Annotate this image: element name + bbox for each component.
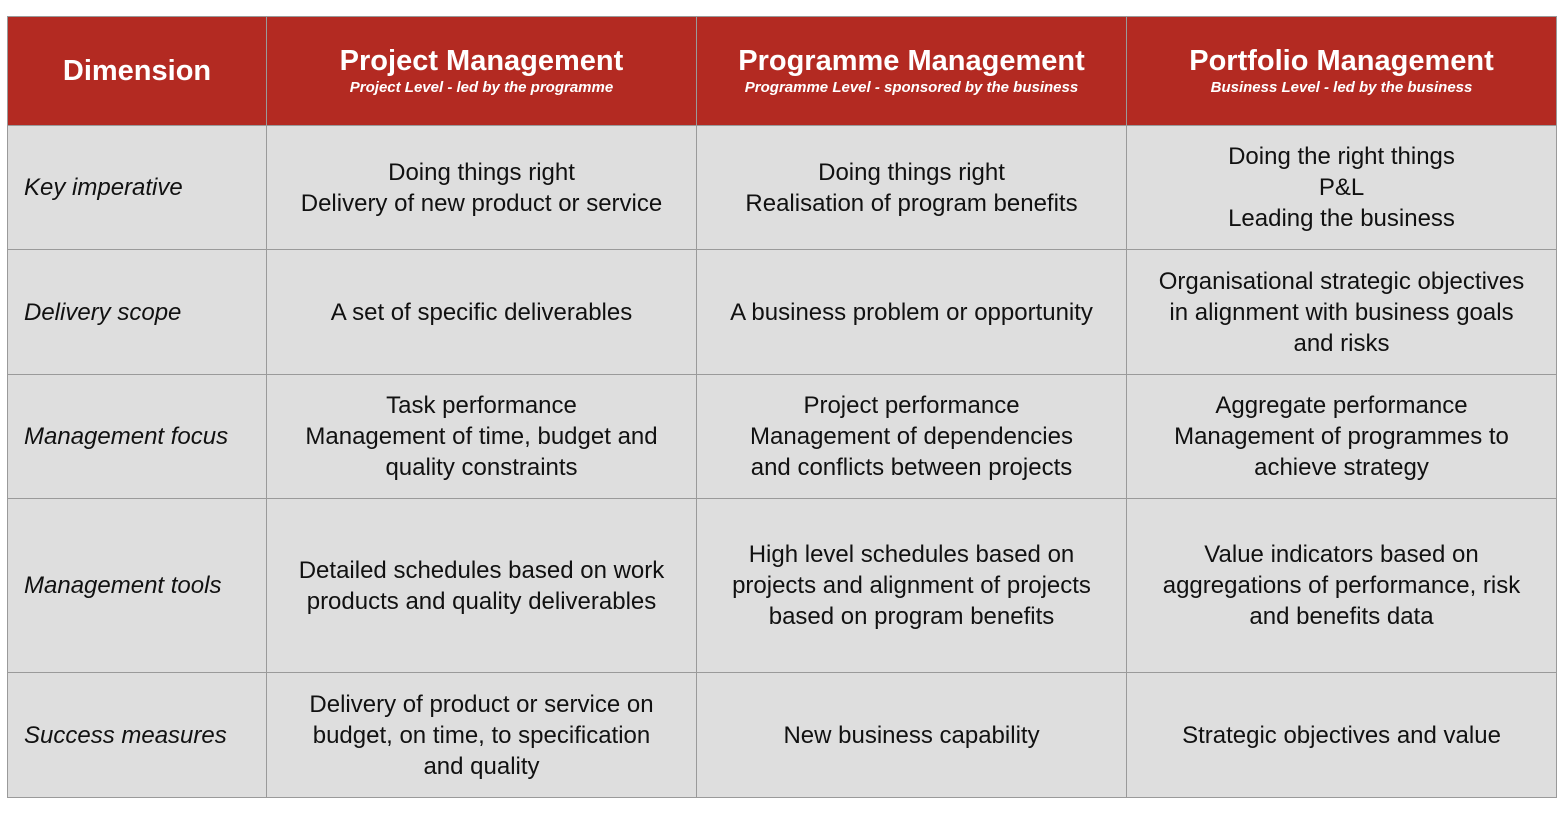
- row-dimension: Management focus: [8, 375, 267, 499]
- header-subtitle: Business Level - led by the business: [1210, 79, 1473, 96]
- cell-line: and conflicts between projects: [750, 454, 1073, 481]
- cell-line: achieve strategy: [1254, 454, 1429, 481]
- header-dimension: Dimension: [8, 17, 267, 126]
- table-cell: Value indicators based on aggregations o…: [1127, 499, 1557, 673]
- cell-line: A business problem or opportunity: [730, 298, 1093, 326]
- table-cell: Doing things right Realisation of progra…: [697, 126, 1127, 250]
- comparison-table: Dimension Project Management Project Lev…: [7, 16, 1557, 798]
- row-dimension: Success measures: [8, 673, 267, 798]
- table-cell: Organisational strategic objectives in a…: [1127, 250, 1557, 375]
- header-title: Project Management: [339, 45, 624, 77]
- table-cell: Detailed schedules based on work product…: [267, 499, 697, 673]
- table-cell: Project performance Management of depend…: [697, 375, 1127, 499]
- cell-line: Strategic objectives and value: [1182, 721, 1501, 749]
- cell-line: quality constraints: [385, 454, 578, 481]
- header-title: Portfolio Management: [1189, 45, 1494, 77]
- table-cell: Doing the right things P&L Leading the b…: [1127, 126, 1557, 250]
- cell-line: projects and alignment of projects: [732, 572, 1091, 599]
- header-title: Programme Management: [738, 45, 1085, 77]
- table-cell: Task performance Management of time, bud…: [267, 375, 697, 499]
- cell-line: Detailed schedules based on work: [298, 556, 665, 584]
- header-project-management: Project Management Project Level - led b…: [267, 17, 697, 126]
- header-programme-management: Programme Management Programme Level - s…: [697, 17, 1127, 126]
- cell-line: products and quality deliverables: [306, 587, 657, 615]
- table-cell: New business capability: [697, 673, 1127, 798]
- header-subtitle: Project Level - led by the programme: [349, 79, 614, 96]
- cell-line: Organisational strategic objectives: [1158, 267, 1525, 295]
- table-cell: A business problem or opportunity: [697, 250, 1127, 375]
- row-dimension: Key imperative: [8, 126, 267, 250]
- cell-line: Leading the business: [1228, 205, 1455, 232]
- cell-line: New business capability: [783, 721, 1040, 749]
- cell-line: and quality: [423, 752, 540, 780]
- cell-line: Realisation of program benefits: [745, 189, 1078, 217]
- cell-line: Delivery of new product or service: [300, 189, 663, 217]
- row-dimension: Management tools: [8, 499, 267, 673]
- cell-line: Value indicators based on: [1204, 541, 1479, 568]
- cell-line: based on program benefits: [768, 603, 1055, 630]
- cell-line: Doing things right: [388, 158, 575, 186]
- header-portfolio-management: Portfolio Management Business Level - le…: [1127, 17, 1557, 126]
- header-subtitle: Programme Level - sponsored by the busin…: [744, 79, 1079, 96]
- table-cell: Doing things right Delivery of new produ…: [267, 126, 697, 250]
- cell-line: and benefits data: [1249, 603, 1434, 630]
- cell-line: Management of time, budget and: [305, 423, 658, 450]
- cell-line: Task performance: [386, 392, 577, 419]
- cell-line: Doing things right: [818, 158, 1005, 186]
- cell-line: budget, on time, to specification: [312, 721, 651, 749]
- table-cell: Delivery of product or service on budget…: [267, 673, 697, 798]
- cell-line: Aggregate performance: [1215, 392, 1468, 419]
- cell-line: Project performance: [803, 392, 1020, 419]
- cell-line: Management of dependencies: [750, 423, 1073, 450]
- cell-line: P&L: [1318, 174, 1365, 201]
- table-cell: Strategic objectives and value: [1127, 673, 1557, 798]
- cell-line: Doing the right things: [1228, 143, 1455, 170]
- cell-line: A set of specific deliverables: [330, 298, 633, 326]
- table-cell: A set of specific deliverables: [267, 250, 697, 375]
- cell-line: aggregations of performance, risk: [1162, 572, 1521, 599]
- cell-line: in alignment with business goals: [1169, 298, 1514, 326]
- cell-line: Delivery of product or service on: [309, 690, 654, 718]
- cell-line: High level schedules based on: [748, 541, 1075, 568]
- table-cell: High level schedules based on projects a…: [697, 499, 1127, 673]
- table-cell: Aggregate performance Management of prog…: [1127, 375, 1557, 499]
- row-dimension: Delivery scope: [8, 250, 267, 375]
- cell-line: Management of programmes to: [1174, 423, 1509, 450]
- cell-line: and risks: [1293, 329, 1390, 357]
